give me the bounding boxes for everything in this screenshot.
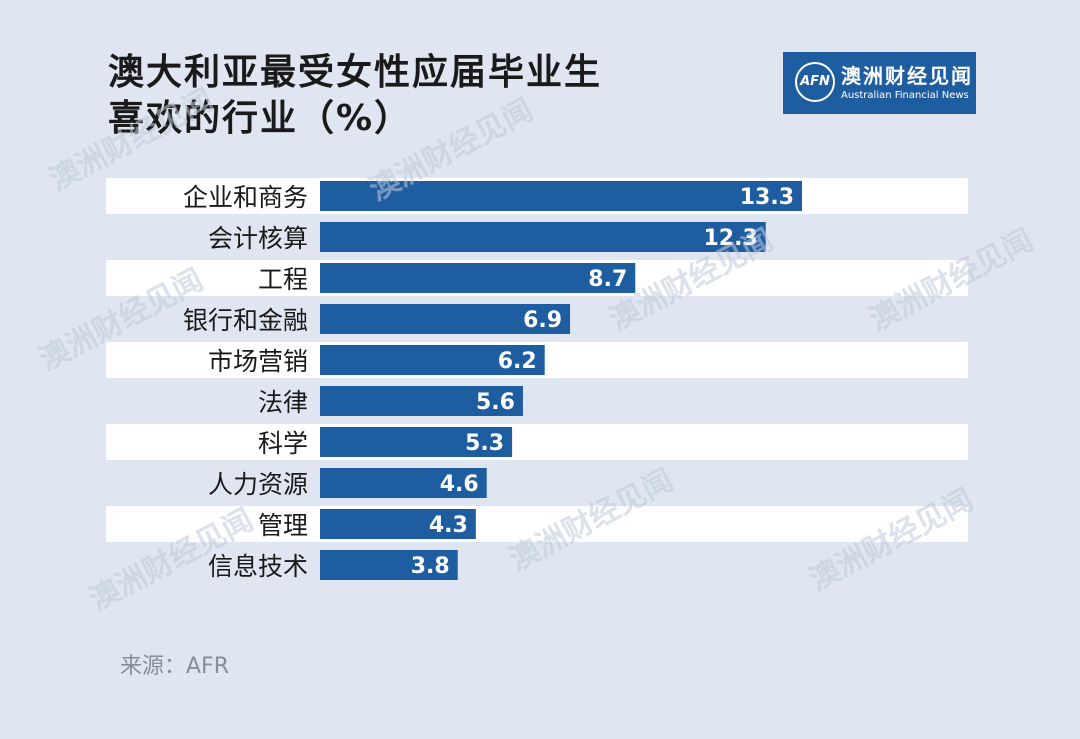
category-label: 法律 [258, 388, 308, 417]
bar [320, 181, 802, 211]
bar [320, 468, 487, 498]
category-label: 市场营销 [208, 347, 308, 376]
category-label: 工程 [258, 265, 308, 294]
bar [320, 345, 545, 375]
source-note: 来源：AFR [120, 654, 229, 679]
value-label: 12.3 [703, 226, 757, 251]
row-band [106, 506, 968, 542]
chart-title: 澳大利亚最受女性应届毕业生 喜欢的行业（%） [108, 50, 708, 142]
category-label: 企业和商务 [183, 183, 308, 212]
category-label: 科学 [258, 429, 308, 458]
value-label: 8.7 [588, 267, 627, 292]
afn-logo-mark: AFN [795, 62, 835, 102]
value-label: 5.3 [465, 431, 504, 456]
category-label: 会计核算 [208, 224, 308, 253]
bar [320, 427, 513, 457]
bar [320, 509, 476, 539]
afn-logo: AFN 澳洲财经见闻 Australian Financial News [783, 52, 976, 114]
category-label: 管理 [258, 511, 308, 540]
chart-title-line-1: 澳大利亚最受女性应届毕业生 [108, 52, 603, 93]
bar [320, 386, 523, 416]
bar [320, 263, 636, 293]
value-label: 3.8 [411, 554, 450, 579]
category-label: 人力资源 [208, 470, 308, 499]
value-label: 13.3 [740, 185, 794, 210]
bar [320, 304, 571, 334]
category-label: 银行和金融 [183, 306, 308, 335]
chart-title-line-2: 喜欢的行业（%） [108, 98, 413, 139]
value-label: 4.3 [429, 513, 468, 538]
value-label: 6.2 [498, 349, 537, 374]
afn-logo-name-cn: 澳洲财经见闻 [841, 64, 973, 88]
value-label: 5.6 [476, 390, 515, 415]
value-label: 6.9 [523, 308, 562, 333]
bar [320, 550, 458, 580]
row-band [106, 424, 968, 460]
value-label: 4.6 [440, 472, 479, 497]
category-label: 信息技术 [208, 552, 308, 581]
afn-logo-name-en: Australian Financial News [841, 90, 969, 101]
bar [320, 222, 766, 252]
